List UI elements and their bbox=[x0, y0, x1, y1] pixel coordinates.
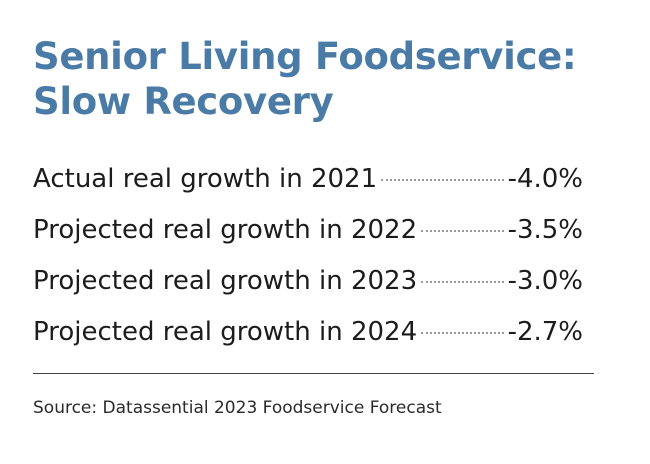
row-value: -3.5% bbox=[507, 215, 583, 245]
dotted-leader bbox=[421, 332, 504, 334]
row-label: Projected real growth in 2022 bbox=[33, 215, 418, 245]
growth-row-2022: Projected real growth in 2022 -3.5% bbox=[33, 205, 583, 256]
dotted-leader bbox=[381, 179, 504, 181]
growth-row-2023: Projected real growth in 2023 -3.0% bbox=[33, 256, 583, 307]
divider-rule bbox=[33, 373, 594, 374]
row-value: -4.0% bbox=[507, 164, 583, 194]
growth-row-2024: Projected real growth in 2024 -2.7% bbox=[33, 307, 583, 358]
row-label: Projected real growth in 2023 bbox=[33, 266, 418, 296]
title-line-2: Slow Recovery bbox=[33, 80, 334, 123]
dotted-leader bbox=[421, 230, 504, 232]
row-value: -3.0% bbox=[507, 266, 583, 296]
row-label: Projected real growth in 2024 bbox=[33, 317, 418, 347]
dotted-leader bbox=[421, 281, 504, 283]
infographic-title: Senior Living Foodservice: Slow Recovery bbox=[33, 34, 623, 124]
title-line-1: Senior Living Foodservice: bbox=[33, 35, 577, 78]
row-label: Actual real growth in 2021 bbox=[33, 164, 378, 194]
growth-list: Actual real growth in 2021 -4.0% Project… bbox=[33, 154, 583, 358]
growth-row-2021: Actual real growth in 2021 -4.0% bbox=[33, 154, 583, 205]
row-value: -2.7% bbox=[507, 317, 583, 347]
source-note: Source: Datassential 2023 Foodservice Fo… bbox=[33, 398, 442, 418]
